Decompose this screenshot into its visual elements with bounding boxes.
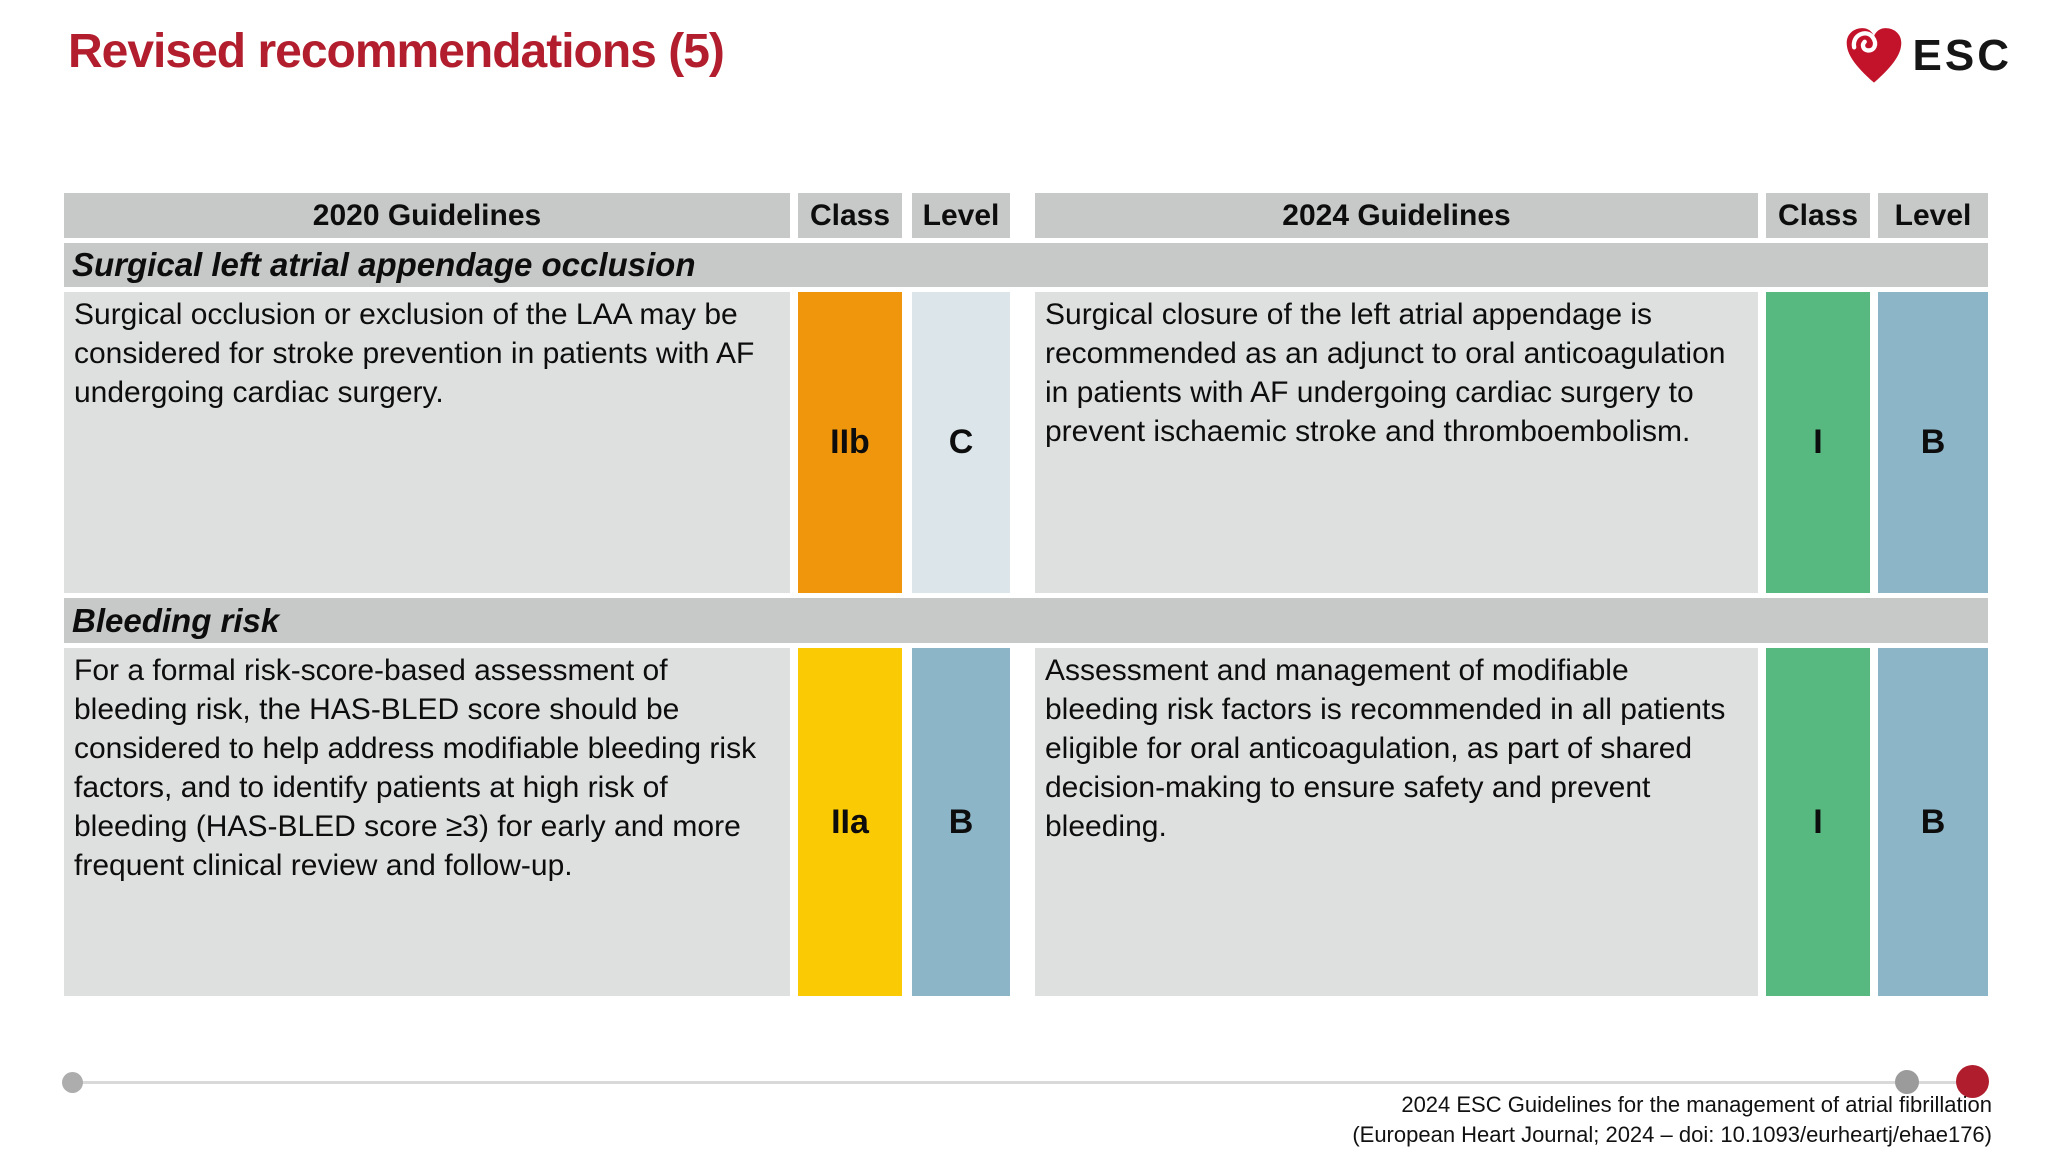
- recommendation-2024-text: Surgical closure of the left atrial appe…: [1035, 292, 1758, 593]
- level-badge-2020: C: [912, 292, 1010, 593]
- citation-line-2: (European Heart Journal; 2024 – doi: 10.…: [1352, 1121, 1992, 1147]
- recommendation-2020-text: Surgical occlusion or exclusion of the L…: [64, 292, 790, 593]
- esc-logo-text: ESC: [1912, 31, 2012, 80]
- progress-previous-dot: [1895, 1070, 1919, 1094]
- level-badge-2020: B: [912, 648, 1010, 996]
- esc-heart-icon: [1846, 28, 1901, 83]
- esc-logo: ESC: [1843, 20, 2012, 92]
- citation: 2024 ESC Guidelines for the management o…: [1352, 1090, 1992, 1149]
- page-title: Revised recommendations (5): [68, 25, 725, 78]
- class-badge-2024: I: [1766, 648, 1870, 996]
- class-badge-2024: I: [1766, 292, 1870, 593]
- section-header-bleeding-risk: Bleeding risk: [64, 598, 1988, 643]
- recommendation-2024-text: Assessment and management of modifiable …: [1035, 648, 1758, 996]
- recommendation-2020-text: For a formal risk-score-based assessment…: [64, 648, 790, 996]
- citation-line-1: 2024 ESC Guidelines for the management o…: [1401, 1092, 1992, 1117]
- progress-current-dot: [1956, 1065, 1989, 1098]
- recommendations-table: 2020 Guidelines Class Level 2024 Guideli…: [64, 193, 1988, 996]
- column-header-2024: 2024 Guidelines: [1035, 193, 1758, 238]
- progress-line: [72, 1081, 1972, 1084]
- column-header-2020: 2020 Guidelines: [64, 193, 790, 238]
- progress-start-dot: [62, 1072, 83, 1093]
- class-badge-2020: IIb: [798, 292, 902, 593]
- column-header-class-2024: Class: [1766, 193, 1870, 238]
- column-header-level-2020: Level: [912, 193, 1010, 238]
- class-badge-2020: IIa: [798, 648, 902, 996]
- column-header-level-2024: Level: [1878, 193, 1988, 238]
- section-header-surgical-laa-occlusion: Surgical left atrial appendage occlusion: [64, 243, 1988, 287]
- level-badge-2024: B: [1878, 648, 1988, 996]
- column-header-class-2020: Class: [798, 193, 902, 238]
- level-badge-2024: B: [1878, 292, 1988, 593]
